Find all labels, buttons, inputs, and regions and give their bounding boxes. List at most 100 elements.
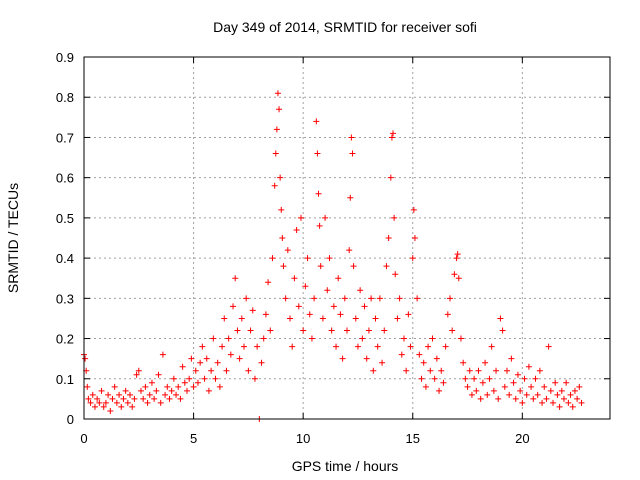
data-point [438,367,445,374]
data-point [403,367,410,374]
data-point [118,403,125,410]
data-point [563,379,570,386]
data-point [534,391,541,398]
data-point [558,387,565,394]
data-point [313,118,320,125]
data-point [155,371,162,378]
plot-area-border [83,56,611,420]
data-point [462,375,469,382]
data-point [398,351,405,358]
x-axis-label: GPS time / hours [292,458,399,474]
data-point [175,383,182,390]
data-point [457,335,464,342]
data-point [396,295,403,302]
y-tick-label: 0.7 [56,130,74,145]
data-point [260,335,267,342]
data-point [137,387,144,394]
data-point [315,190,322,197]
data-point [122,387,129,394]
data-point [236,355,243,362]
data-point [512,395,519,402]
data-point [528,383,535,390]
data-point [278,206,285,213]
data-point [420,359,427,366]
data-point [131,395,138,402]
data-point [102,399,109,406]
data-point [85,395,92,402]
data-point [98,387,105,394]
data-point [188,355,195,362]
data-point [453,255,460,262]
data-point [471,375,478,382]
data-point [429,335,436,342]
data-point [365,327,372,334]
data-point [322,214,329,221]
data-point [569,403,576,410]
data-point [444,311,451,318]
data-point [503,367,510,374]
data-point [359,335,366,342]
data-point [392,271,399,278]
data-point [405,311,412,318]
data-point [287,315,294,322]
data-point [578,399,585,406]
data-point [347,194,354,201]
data-point [409,255,416,262]
data-point [486,375,493,382]
y-tick-label: 0.1 [56,372,74,387]
data-point [168,387,175,394]
y-tick-label: 0.3 [56,291,74,306]
data-point [84,383,91,390]
data-point [385,235,392,241]
data-point [308,335,315,342]
data-point [440,379,447,386]
data-point [376,295,383,302]
data-point [91,403,98,410]
data-point [517,387,524,394]
data-point [530,395,537,402]
data-point [490,387,497,394]
data-point [370,367,377,374]
data-point [135,367,142,374]
data-point [199,343,206,350]
data-point [475,367,482,374]
data-point [247,327,254,334]
data-point [357,287,364,294]
data-point [479,379,486,386]
data-point [254,343,261,350]
data-point [265,279,272,286]
data-point [414,295,421,302]
data-point [142,383,149,390]
data-point [133,371,140,378]
data-point [208,367,215,374]
data-point [324,287,331,294]
data-point [454,251,461,258]
data-point [363,355,370,362]
data-point [525,363,532,370]
data-point [545,343,552,350]
y-tick-label: 0.8 [56,90,74,105]
data-point [488,343,495,350]
data-point [447,295,454,302]
data-point [508,355,515,362]
data-point [82,355,89,362]
data-point [361,303,368,310]
data-point [258,359,265,366]
data-point [354,343,361,350]
data-point [539,399,546,406]
data-point [416,351,423,358]
data-point [411,235,418,241]
data-point [284,247,291,254]
x-tick-label: 0 [80,431,87,446]
data-point [536,367,543,374]
data-point [214,359,221,366]
data-point [277,174,284,181]
data-point [227,351,234,358]
data-point [107,407,114,414]
x-tick-label: 10 [296,431,310,446]
data-point [223,367,230,374]
data-point [407,343,414,350]
data-point [422,383,429,390]
data-point [181,379,188,386]
